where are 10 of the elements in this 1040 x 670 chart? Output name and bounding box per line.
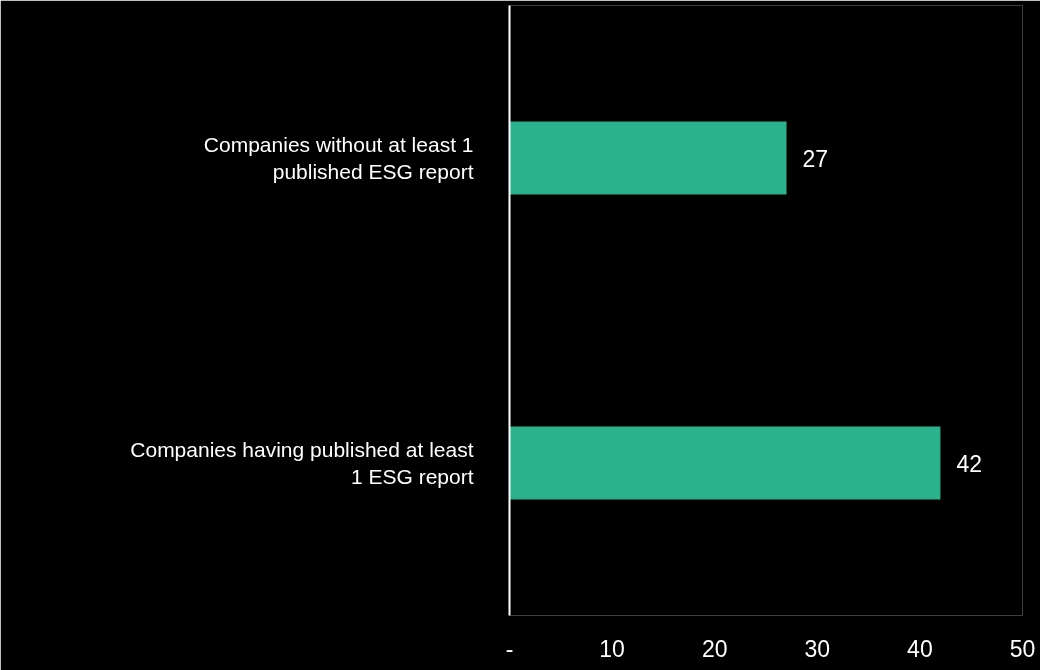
x-tick-label: 50	[1009, 635, 1036, 662]
x-tick-label: 30	[804, 635, 831, 662]
x-tick-label: -	[505, 635, 514, 662]
x-tick-label: 10	[599, 635, 625, 662]
data-label: 42	[956, 450, 983, 477]
data-label: 27	[802, 145, 829, 172]
y-tick-label: Companies without at least 1 published ESG report	[203, 132, 474, 184]
y-tick-label: Companies having published at least 1 ESG report	[130, 437, 474, 489]
x-tick-label: 40	[907, 635, 933, 662]
x-tick-label: 20	[701, 635, 728, 662]
